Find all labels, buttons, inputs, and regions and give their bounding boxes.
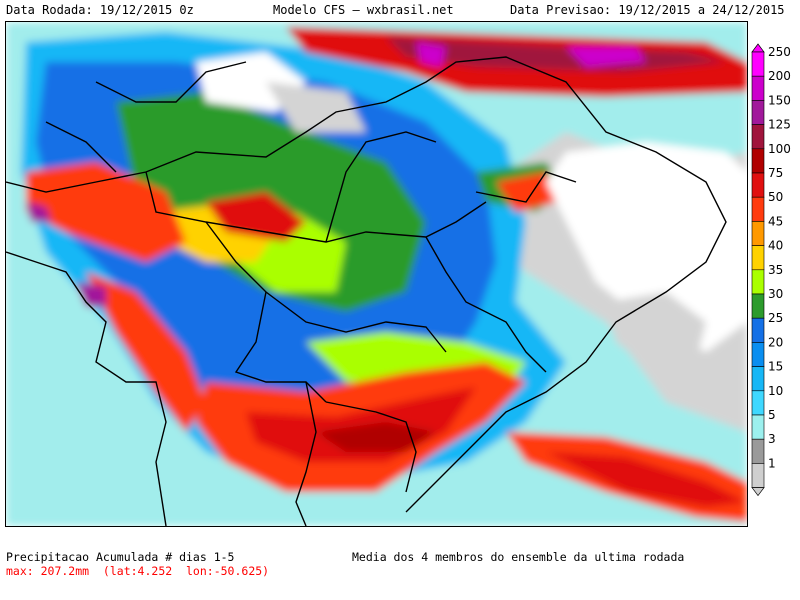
legend-label: 150: [768, 93, 791, 107]
legend-label: 125: [768, 118, 791, 132]
legend-label: 75: [768, 166, 783, 180]
legend-swatch: [751, 51, 765, 77]
map-title: Precipitacao Acumulada # dias 1-5: [6, 550, 235, 564]
legend-bar: 250 200 150 125 100 75 50 45 40 35 30 25 20 15 10 5 3 1: [751, 43, 791, 497]
legend-label: 250: [768, 45, 791, 59]
legend-swatch: [751, 317, 765, 343]
forecast-date-label: Data Previsao: 19/12/2015 a 24/12/2015: [510, 3, 785, 17]
max-value-label: max: 207.2mm (lat:4.252 lon:-50.625): [6, 564, 270, 578]
legend-label: 200: [768, 69, 791, 83]
legend-swatch: [751, 124, 765, 150]
legend-label: 1: [768, 456, 776, 470]
precipitation-legend: 250 200 150 125 100 75 50 45 40 35 30 25 20 15 10 5 3 1: [750, 42, 800, 510]
legend-top-arrow: [751, 43, 765, 53]
precipitation-map: [5, 21, 748, 527]
legend-swatch: [751, 366, 765, 392]
legend-swatch: [751, 438, 765, 464]
ensemble-note: Media dos 4 membros do ensemble da ultim…: [352, 550, 685, 564]
legend-label: 30: [768, 287, 783, 301]
legend-swatch: [751, 221, 765, 246]
precipitation-field: [6, 22, 747, 526]
legend-swatch: [751, 75, 765, 101]
legend-swatch: [751, 414, 765, 440]
legend-label: 15: [768, 360, 783, 374]
legend-label: 5: [768, 408, 776, 422]
legend-label: 10: [768, 384, 783, 398]
legend-label: 20: [768, 335, 783, 349]
legend-label: 50: [768, 190, 783, 204]
legend-swatch: [751, 390, 765, 416]
legend-swatch: [751, 269, 765, 295]
country-borders: [6, 56, 727, 526]
legend-bottom-arrow: [751, 487, 765, 497]
legend-swatch: [751, 100, 765, 125]
legend-label: 40: [768, 239, 783, 253]
legend-label: 3: [768, 432, 776, 446]
legend-swatch: [751, 148, 765, 174]
run-date-label: Data Rodada: 19/12/2015 0z: [6, 3, 194, 17]
legend-swatch: [751, 342, 765, 367]
legend-label: 45: [768, 214, 783, 228]
legend-label: 35: [768, 263, 783, 277]
model-label: Modelo CFS — wxbrasil.net: [273, 3, 454, 17]
legend-swatch: [751, 172, 765, 198]
legend-swatch: [751, 245, 765, 271]
legend-label: 100: [768, 142, 791, 156]
legend-swatch: [751, 463, 765, 488]
legend-swatch: [751, 293, 765, 319]
legend-swatch: [751, 196, 765, 222]
legend-label: 25: [768, 311, 783, 325]
